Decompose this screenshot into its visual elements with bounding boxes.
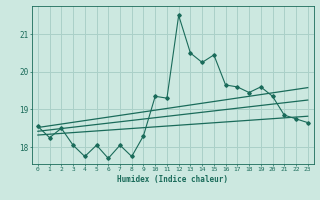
X-axis label: Humidex (Indice chaleur): Humidex (Indice chaleur) bbox=[117, 175, 228, 184]
